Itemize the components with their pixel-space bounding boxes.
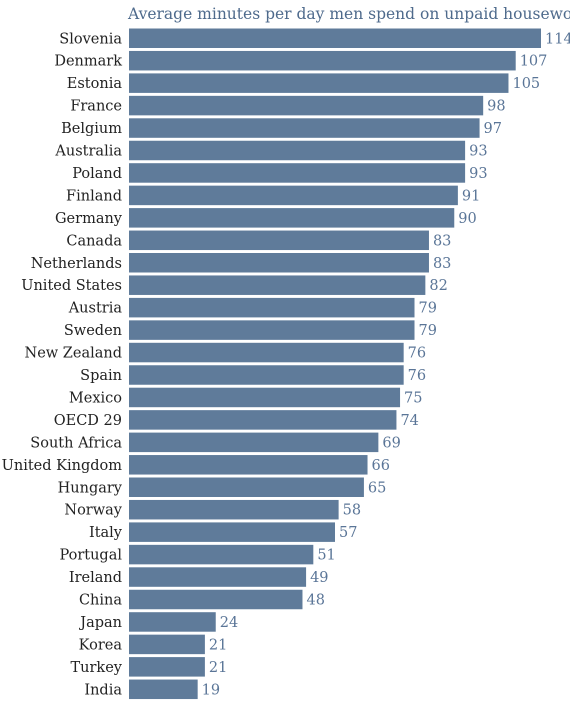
value-label: 83 xyxy=(433,256,451,272)
category-label: Finland xyxy=(66,188,122,204)
category-label: India xyxy=(84,682,122,698)
value-label: 83 xyxy=(433,233,451,249)
bar-turkey xyxy=(129,657,205,677)
value-label: 58 xyxy=(343,503,361,519)
bar-united-states xyxy=(129,275,426,295)
value-label: 82 xyxy=(429,278,447,294)
bar-canada xyxy=(129,230,429,251)
category-label: Portugal xyxy=(59,548,122,564)
bar-netherlands xyxy=(129,253,429,273)
bar-poland xyxy=(129,163,466,183)
bar-slovenia xyxy=(129,28,541,48)
bar-australia xyxy=(129,140,466,161)
value-label: 76 xyxy=(408,346,426,362)
bar-ireland xyxy=(129,567,307,587)
category-label: Mexico xyxy=(69,390,122,406)
bar-united-kingdom xyxy=(129,455,368,475)
value-label: 65 xyxy=(368,480,386,496)
bar-germany xyxy=(129,208,455,228)
bar-sweden xyxy=(129,320,415,340)
bars-group: Slovenia 114 Denmark 107 Estonia 105 France 98 B… xyxy=(2,28,570,700)
category-label: Sweden xyxy=(64,323,122,339)
value-label: 97 xyxy=(484,121,502,137)
bar-italy xyxy=(129,522,335,542)
bar-korea xyxy=(129,634,205,655)
category-label: Denmark xyxy=(54,54,122,70)
value-label: 90 xyxy=(458,211,476,227)
bar-india xyxy=(129,679,198,700)
category-label: South Africa xyxy=(30,435,122,451)
value-label: 79 xyxy=(419,323,437,339)
bar-denmark xyxy=(129,50,516,71)
bar-france xyxy=(129,95,484,116)
category-label: France xyxy=(70,99,122,115)
value-label: 48 xyxy=(306,593,324,609)
value-label: 79 xyxy=(419,301,437,317)
value-label: 19 xyxy=(202,682,220,698)
category-label: Korea xyxy=(79,637,123,653)
value-label: 91 xyxy=(462,188,480,204)
bar-japan xyxy=(129,612,216,632)
category-label: Poland xyxy=(72,166,122,182)
bar-new-zealand xyxy=(129,342,404,363)
chart-title: Average minutes per day men spend on unp… xyxy=(127,5,570,23)
category-label: Norway xyxy=(64,503,122,519)
value-label: 24 xyxy=(220,615,238,631)
value-label: 21 xyxy=(209,637,227,653)
category-label: Germany xyxy=(55,211,123,227)
category-label: United States xyxy=(21,278,122,294)
value-label: 93 xyxy=(469,166,487,182)
category-label: Japan xyxy=(78,615,122,631)
category-label: Italy xyxy=(89,525,123,541)
value-label: 105 xyxy=(512,76,540,92)
category-label: Netherlands xyxy=(31,256,122,272)
value-label: 74 xyxy=(400,413,418,429)
bar-china xyxy=(129,589,303,610)
value-label: 76 xyxy=(408,368,426,384)
bar-hungary xyxy=(129,477,364,497)
bar-austria xyxy=(129,297,415,318)
value-label: 69 xyxy=(382,435,400,451)
category-label: Ireland xyxy=(69,570,122,586)
value-label: 93 xyxy=(469,144,487,160)
category-label: Hungary xyxy=(58,480,123,496)
category-label: Slovenia xyxy=(59,31,122,47)
category-label: Turkey xyxy=(70,660,122,676)
value-label: 107 xyxy=(520,54,548,70)
value-label: 75 xyxy=(404,390,422,406)
category-label: Canada xyxy=(66,233,122,249)
bar-south-africa xyxy=(129,432,379,453)
category-label: Belgium xyxy=(61,121,122,137)
bar-norway xyxy=(129,499,339,520)
value-label: 57 xyxy=(339,525,357,541)
category-label: Austria xyxy=(68,301,123,317)
value-label: 51 xyxy=(317,548,335,564)
category-label: New Zealand xyxy=(25,346,123,362)
bar-spain xyxy=(129,365,404,385)
category-label: United Kingdom xyxy=(2,458,123,474)
bar-mexico xyxy=(129,387,401,408)
bar-portugal xyxy=(129,544,314,565)
value-label: 98 xyxy=(487,99,505,115)
bar-belgium xyxy=(129,118,480,138)
value-label: 21 xyxy=(209,660,227,676)
category-label: Australia xyxy=(54,144,122,160)
bar-finland xyxy=(129,185,458,206)
bar-estonia xyxy=(129,73,509,93)
category-label: China xyxy=(79,593,122,609)
value-label: 49 xyxy=(310,570,328,586)
value-label: 66 xyxy=(372,458,390,474)
bar-oecd-29 xyxy=(129,410,397,430)
category-label: Spain xyxy=(80,368,122,384)
value-label: 114 xyxy=(545,31,570,47)
category-label: OECD 29 xyxy=(54,413,122,429)
category-label: Estonia xyxy=(67,76,123,92)
